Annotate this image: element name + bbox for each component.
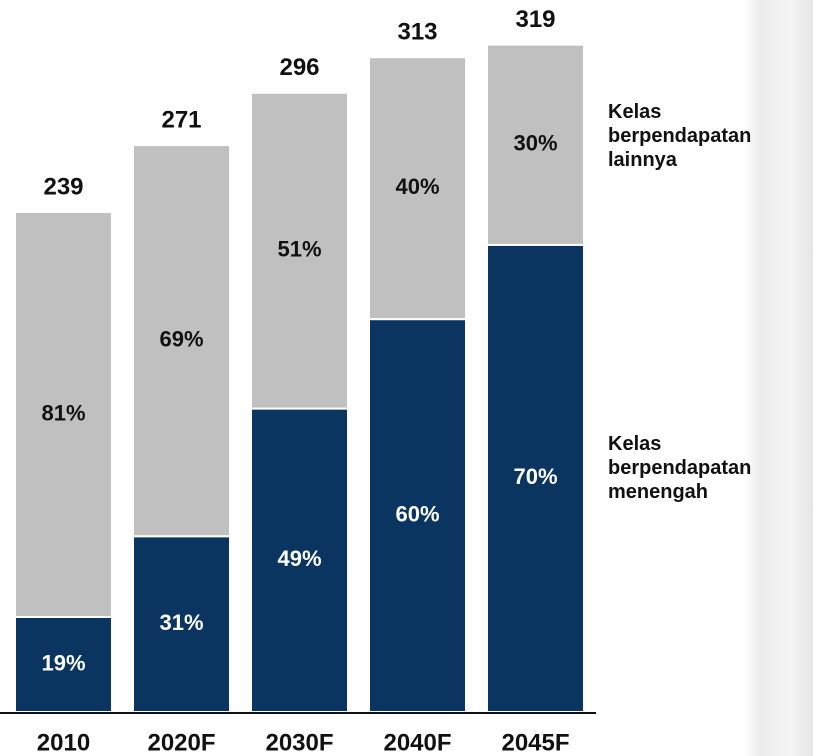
legend-entry: Kelas berpendapatan menengah [608, 433, 752, 503]
x-tick-label: 2045F [501, 729, 569, 756]
total-label: 271 [161, 106, 201, 133]
value-label: 51% [277, 236, 321, 261]
bar-segment [250, 407, 349, 713]
total-label: 319 [515, 6, 555, 33]
bar-segment [132, 144, 231, 538]
x-tick-label: 2010 [37, 729, 90, 756]
value-label: 81% [41, 400, 85, 425]
value-label: 19% [41, 650, 85, 675]
total-label: 296 [279, 54, 319, 81]
bar-segment [368, 318, 467, 713]
value-label: 60% [395, 501, 439, 526]
value-label: 49% [277, 546, 321, 571]
x-tick-label: 2030F [265, 729, 333, 756]
value-label: 40% [395, 174, 439, 199]
total-label: 239 [43, 173, 83, 200]
value-label: 69% [159, 326, 203, 351]
total-label: 313 [397, 19, 437, 46]
bar-segment [250, 91, 349, 410]
x-tick-label: 2040F [383, 729, 451, 756]
bar-segment [14, 616, 113, 713]
value-label: 30% [513, 131, 557, 156]
bar-segment [14, 211, 113, 619]
bar-segment [368, 56, 467, 321]
legend-entry: Kelas berpendapatan lainnya [608, 101, 752, 171]
value-label: 70% [513, 464, 557, 489]
bar-segment [486, 243, 585, 713]
x-tick-label: 2020F [147, 729, 215, 756]
value-label: 31% [159, 610, 203, 635]
bar-segment [486, 43, 585, 246]
